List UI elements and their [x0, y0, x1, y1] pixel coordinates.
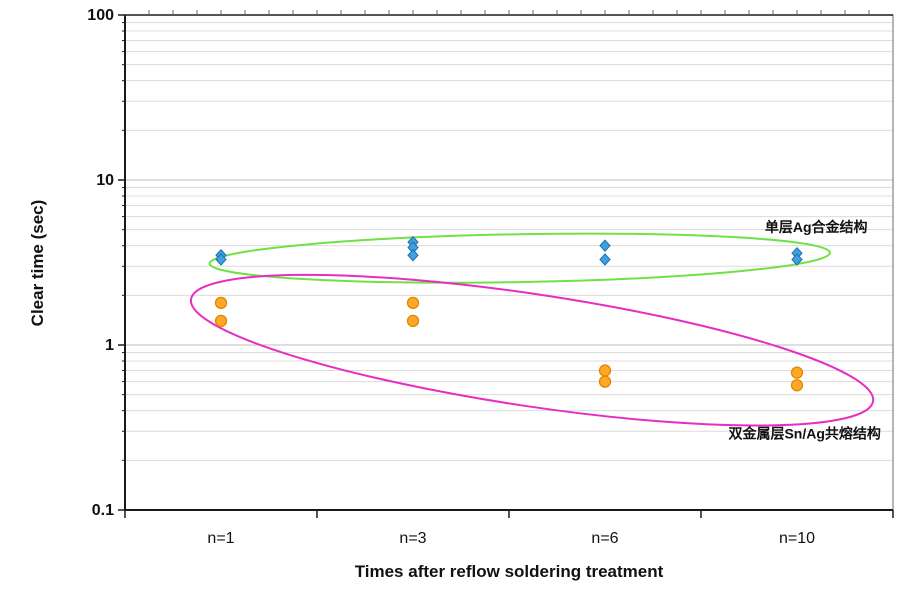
y-tick-label: 100	[87, 7, 114, 24]
x-category-label: n=1	[207, 530, 234, 547]
data-point-circle	[406, 314, 420, 328]
x-category-label: n=3	[399, 530, 426, 547]
data-point-diamond	[599, 239, 611, 252]
data-point-circle	[790, 379, 804, 392]
y-tick-label: 10	[96, 172, 114, 189]
data-point-diamond	[791, 253, 803, 266]
y-tick-label: 1	[105, 337, 114, 354]
x-axis-title: Times after reflow soldering treatment	[354, 562, 664, 581]
data-point-circle	[214, 314, 228, 328]
series-annotation: 双金属层Sn/Ag共熔结构	[728, 426, 880, 442]
series-annotation: 单层Ag合金结构	[765, 219, 868, 235]
group-ellipse-snag-eutectic	[189, 273, 875, 427]
x-category-label: n=10	[779, 530, 815, 547]
data-point-circle	[406, 296, 420, 310]
data-point-circle	[598, 364, 612, 377]
data-point-diamond	[215, 253, 227, 266]
data-point-circle	[790, 366, 804, 379]
group-ellipse-ag-alloy	[208, 232, 831, 284]
data-point-diamond	[407, 248, 419, 262]
y-tick-label: 0.1	[92, 502, 114, 519]
data-point-circle	[214, 296, 228, 310]
x-category-label: n=6	[591, 530, 618, 547]
data-point-diamond	[599, 253, 611, 266]
data-point-circle	[598, 375, 612, 388]
plot-background	[125, 15, 893, 510]
